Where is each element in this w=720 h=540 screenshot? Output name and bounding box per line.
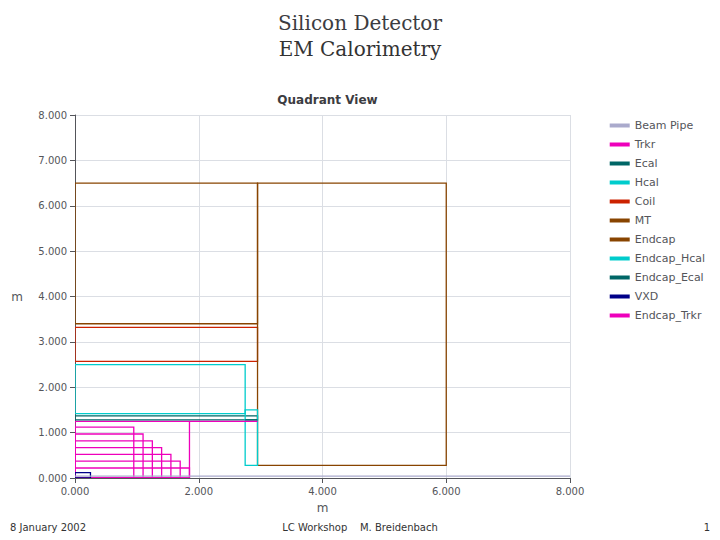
svg-text:m: m xyxy=(317,501,329,515)
svg-text:VXD: VXD xyxy=(635,290,659,303)
svg-text:Endcap: Endcap xyxy=(635,233,676,246)
svg-text:0.000: 0.000 xyxy=(38,473,67,484)
svg-text:4.000: 4.000 xyxy=(308,486,337,497)
svg-text:Beam Pipe: Beam Pipe xyxy=(635,119,694,132)
svg-text:1: 1 xyxy=(704,522,710,533)
svg-text:LC Workshop M. Breidenbach: LC Workshop M. Breidenbach xyxy=(282,522,438,533)
svg-text:6.000: 6.000 xyxy=(432,486,461,497)
svg-text:Endcap_Hcal: Endcap_Hcal xyxy=(635,252,705,265)
svg-text:4.000: 4.000 xyxy=(38,291,67,302)
svg-text:7.000: 7.000 xyxy=(38,155,67,166)
svg-text:3.000: 3.000 xyxy=(38,336,67,347)
svg-text:0.000: 0.000 xyxy=(61,486,90,497)
svg-text:MT: MT xyxy=(635,214,651,227)
svg-text:8.000: 8.000 xyxy=(556,486,585,497)
svg-text:Endcap_Trkr: Endcap_Trkr xyxy=(635,309,702,322)
svg-text:2.000: 2.000 xyxy=(184,486,213,497)
svg-text:Ecal: Ecal xyxy=(635,157,658,170)
svg-text:Trkr: Trkr xyxy=(634,138,656,151)
svg-text:Endcap_Ecal: Endcap_Ecal xyxy=(635,271,704,284)
svg-text:Quadrant View: Quadrant View xyxy=(277,93,377,107)
svg-text:m: m xyxy=(11,290,23,304)
svg-text:5.000: 5.000 xyxy=(38,246,67,257)
svg-text:2.000: 2.000 xyxy=(38,382,67,393)
svg-text:1.000: 1.000 xyxy=(38,427,67,438)
svg-text:Silicon Detector: Silicon Detector xyxy=(278,11,442,35)
svg-text:EM Calorimetry: EM Calorimetry xyxy=(279,37,442,61)
svg-text:Hcal: Hcal xyxy=(635,176,659,189)
svg-text:Coil: Coil xyxy=(635,195,656,208)
svg-text:8.000: 8.000 xyxy=(38,110,67,121)
svg-text:8 January 2002: 8 January 2002 xyxy=(10,522,86,533)
svg-text:6.000: 6.000 xyxy=(38,200,67,211)
